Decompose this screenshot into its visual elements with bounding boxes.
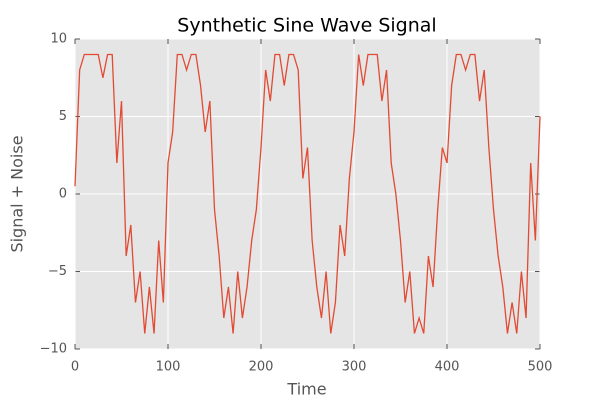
- y-tick-label: 5: [59, 109, 67, 124]
- series-line: [74, 53, 541, 334]
- x-tick-label: 100: [156, 360, 181, 375]
- y-tick-label: −10: [40, 342, 67, 357]
- chart-title: Synthetic Sine Wave Signal: [177, 15, 436, 37]
- x-axis-label: Time: [286, 380, 326, 399]
- y-tick-label: 10: [50, 32, 67, 47]
- y-tick-label: −5: [48, 264, 67, 279]
- x-tick-label: 300: [342, 360, 367, 375]
- x-tick-label: 500: [528, 360, 553, 375]
- x-tick-label: 400: [435, 360, 460, 375]
- y-tick-label: 0: [59, 187, 67, 202]
- x-tick-label: 0: [71, 360, 79, 375]
- x-tick-label: 200: [249, 360, 274, 375]
- y-axis-label: Signal + Noise: [8, 135, 27, 252]
